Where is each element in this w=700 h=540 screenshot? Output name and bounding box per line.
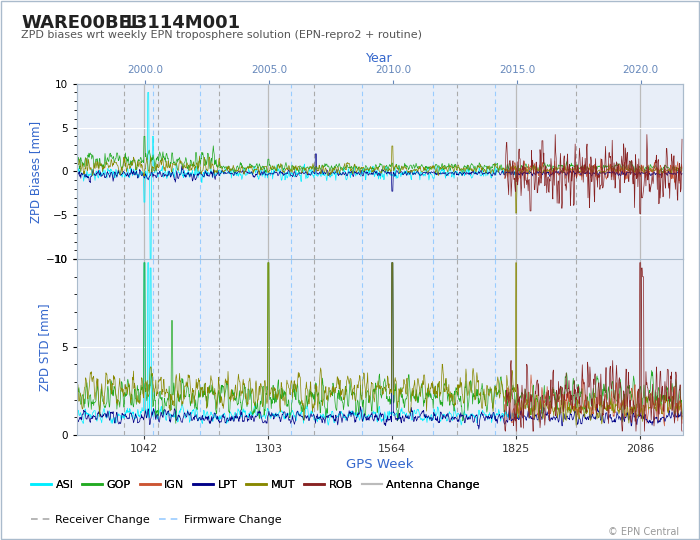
X-axis label: Year: Year [366,52,393,65]
Text: WARE00BEL: WARE00BEL [21,14,142,31]
Text: 13114M001: 13114M001 [116,14,239,31]
Text: ZPD biases wrt weekly EPN troposphere solution (EPN-repro2 + routine): ZPD biases wrt weekly EPN troposphere so… [21,30,422,40]
X-axis label: GPS Week: GPS Week [346,458,414,471]
Y-axis label: ZPD Biases [mm]: ZPD Biases [mm] [29,120,42,222]
Y-axis label: ZPD STD [mm]: ZPD STD [mm] [38,303,50,391]
Text: © EPN Central: © EPN Central [608,527,679,537]
Legend: ASI, GOP, IGN, LPT, MUT, ROB, Antenna Change: ASI, GOP, IGN, LPT, MUT, ROB, Antenna Ch… [27,475,484,494]
Legend: Receiver Change, Firmware Change: Receiver Change, Firmware Change [27,510,286,529]
